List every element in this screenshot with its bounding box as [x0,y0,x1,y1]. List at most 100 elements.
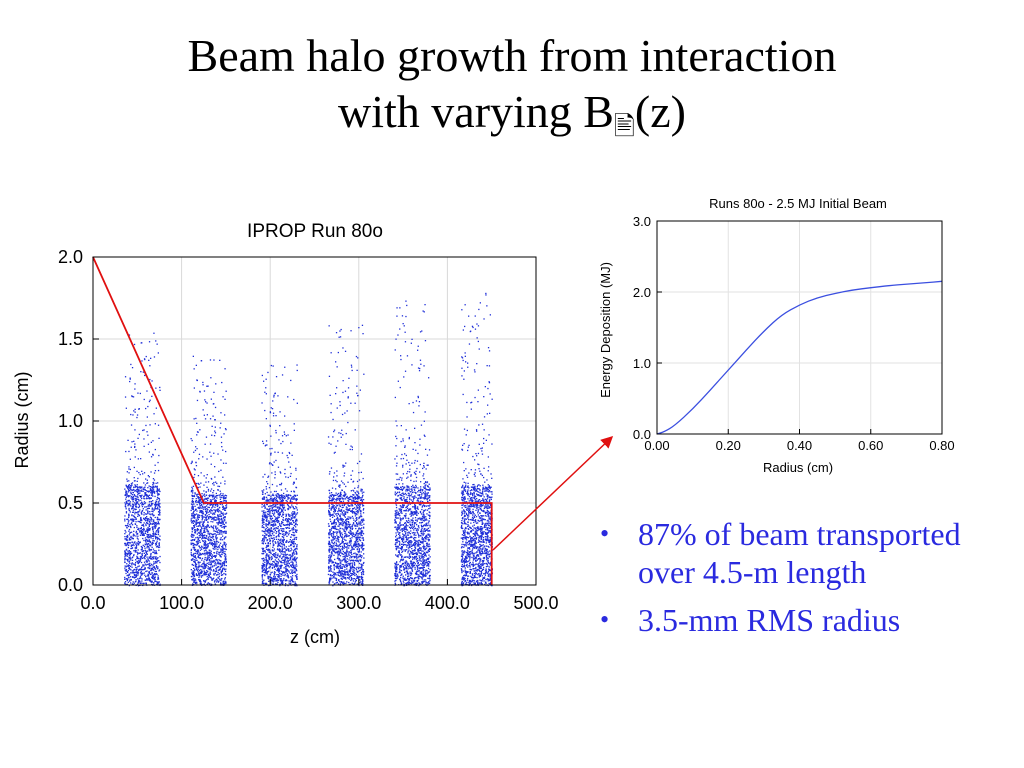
scatter-point [150,517,152,519]
scatter-point [273,524,275,527]
scatter-point [285,476,287,478]
scatter-point [156,518,158,521]
scatter-point [287,518,289,521]
scatter-point [290,490,292,493]
scatter-point [131,537,133,539]
scatter-point [218,521,220,523]
scatter-point [281,374,284,376]
scatter-point [331,549,334,551]
scatter-point [280,472,282,474]
scatter-point [207,488,210,491]
scatter-point [205,544,207,546]
scatter-point [273,461,275,463]
scatter-point [142,371,144,373]
scatter-point [339,330,341,332]
scatter-point [209,451,211,453]
scatter-point [278,523,281,525]
scatter-point [284,433,286,435]
scatter-point [273,394,275,396]
scatter-point [214,504,216,506]
scatter-point [210,569,212,571]
scatter-point [288,497,290,499]
scatter-point [270,535,273,537]
scatter-point [268,463,271,465]
scatter-point [281,540,283,542]
scatter-point [277,506,279,508]
scatter-point [268,522,271,524]
scatter-point [210,577,212,579]
scatter-point [150,502,153,504]
x-axis-label: z (cm) [290,627,340,647]
scatter-point [290,514,292,516]
scatter-point [285,579,287,582]
scatter-point [274,505,276,508]
scatter-point [280,499,283,502]
scatter-point [134,485,137,487]
scatter-point [208,557,210,559]
scatter-point [141,555,143,557]
scatter-point [329,548,331,550]
scatter-point [263,523,265,525]
scatter-point [295,563,298,565]
scatter-point [293,494,296,496]
scatter-point [136,533,138,535]
scatter-point [268,520,270,522]
scatter-point [345,578,347,580]
scatter-point [330,411,332,414]
scatter-point [363,373,365,375]
scatter-point [263,380,265,382]
scatter-point [277,535,279,537]
scatter-point [199,565,201,567]
scatter-point [287,504,289,507]
scatter-point [271,521,273,523]
scatter-point [193,546,196,548]
scatter-point [350,579,352,582]
scatter-point [140,555,142,558]
scatter-point [156,545,159,548]
scatter-point [214,570,217,573]
scatter-point [361,581,364,583]
scatter-point [143,487,145,489]
scatter-point [224,507,226,509]
scatter-point [135,546,138,548]
scatter-point [150,548,152,551]
scatter-point [154,576,156,578]
scatter-point [285,546,287,548]
scatter-point [195,573,198,575]
scatter-point [330,494,332,496]
scatter-point [195,537,197,539]
scatter-point [208,533,211,536]
scatter-point [223,543,225,545]
scatter-point [276,517,278,519]
scatter-point [225,525,227,528]
scatter-point [278,565,280,567]
scatter-point [293,508,295,510]
scatter-point [217,527,219,529]
scatter-point [283,506,286,508]
scatter-point [338,522,340,524]
scatter-point [278,576,280,578]
scatter-point [293,528,295,530]
scatter-point [267,560,269,562]
scatter-point [137,585,140,587]
scatter-point [271,563,273,565]
scatter-point [191,554,193,557]
scatter-point [142,429,144,432]
scatter-point [220,537,222,539]
scatter-point [290,522,292,524]
scatter-point [330,529,332,531]
scatter-point [126,527,128,529]
scatter-point [126,471,128,473]
scatter-point [295,530,297,533]
scatter-point [134,429,136,431]
scatter-point [355,510,357,513]
scatter-point [290,579,292,582]
scatter-point [201,557,204,560]
scatter-point [338,551,340,553]
scatter-point [278,529,280,531]
scatter-point [207,559,209,561]
scatter-point [265,444,267,446]
scatter-point [362,583,364,585]
scatter-point [348,526,350,528]
scatter-point [154,522,156,524]
